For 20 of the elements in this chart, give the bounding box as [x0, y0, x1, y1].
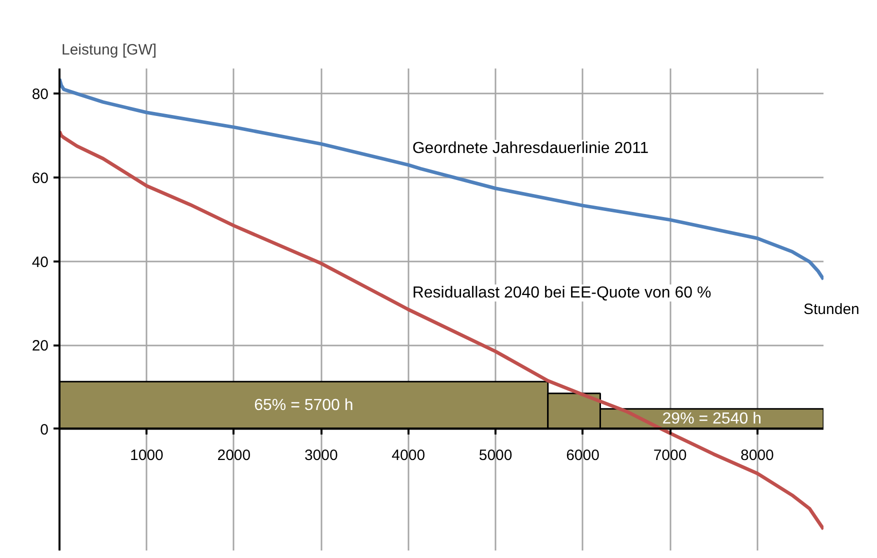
x-axis-title: Stunden [804, 301, 860, 318]
y-tick-label: 80 [32, 86, 49, 104]
x-tick-label: 2000 [217, 446, 251, 464]
y-tick-label: 0 [40, 421, 48, 438]
annotation: 29% = 2540 h [662, 410, 762, 428]
x-tick-label: 1000 [130, 446, 164, 464]
x-tick-label: 3000 [304, 446, 338, 464]
series-label: Residuallast 2040 bei EE-Quote von 60 % [412, 284, 712, 302]
x-tick-label: 6000 [566, 446, 600, 464]
x-tick-label: 8000 [740, 446, 774, 464]
x-tick-label: 5000 [478, 446, 512, 464]
y-tick-label: 20 [32, 338, 49, 355]
y-tick-label: 40 [32, 254, 49, 271]
y-axis-title: Leistung [GW] [62, 42, 157, 58]
y-tick-label: 60 [32, 170, 49, 187]
series-label: Geordnete Jahresdauerlinie 2011 [412, 140, 649, 157]
x-tick-label: 4000 [392, 446, 426, 464]
line-series [60, 77, 824, 282]
x-tick-label: 7000 [653, 446, 687, 464]
annotation: 65% = 5700 h [254, 396, 354, 414]
